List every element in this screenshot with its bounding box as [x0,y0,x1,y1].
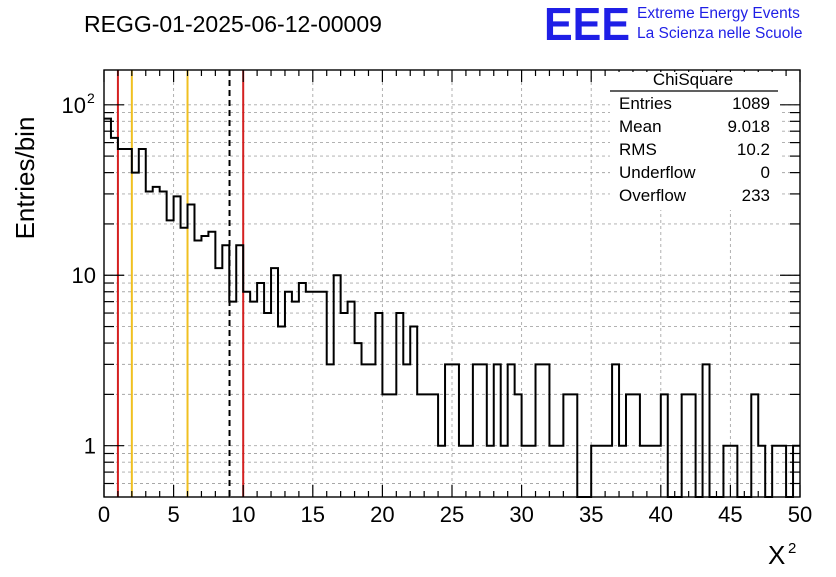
stats-box: ChiSquare Entries 1089 Mean 9.018 RMS 10.2 Und… [610,70,780,210]
stats-row: Mean 9.018 [619,117,770,136]
x-tick-label: 0 [98,502,110,527]
chart-title: REGG-01-2025-06-12-00009 [84,11,382,37]
stats-row: Underflow 0 [619,163,770,182]
reference-lines [116,70,245,497]
x-tick-label: 10 [231,502,255,527]
eee-logo: EEE [544,0,630,50]
y-tick-label: 10 [72,263,96,288]
stats-row-label: Overflow [619,186,687,205]
x-tick-label: 40 [649,502,673,527]
x-axis-title-superscript: 2 [788,540,796,557]
x-tick-label: 35 [579,502,603,527]
stats-row-value: 233 [742,186,770,205]
stats-row: RMS 10.2 [619,140,770,159]
stats-row-label: Underflow [619,163,696,182]
x-tick-label: 20 [370,502,394,527]
stats-row: Overflow 233 [619,186,770,205]
stats-row-value: 9.018 [727,117,770,136]
stats-title: ChiSquare [653,70,733,89]
x-tick-label: 5 [167,502,179,527]
histogram-step-line [104,117,800,498]
stats-row-label: Entries [619,94,672,113]
stats-row: Entries 1089 [619,94,770,113]
x-tick-label: 25 [440,502,464,527]
y-axis-title: Entries/bin [10,117,40,240]
stats-row-value: 1089 [732,94,770,113]
x-axis-title: X [768,540,785,570]
y-tick-label: 1 [84,434,96,459]
y-tick-label-exponent: 2 [87,90,95,106]
y-tick-label: 10 [62,93,86,118]
logo-subtitle-2: La Scienza nelle Scuole [637,25,802,42]
stats-row-label: RMS [619,140,657,159]
x-tick-label: 15 [301,502,325,527]
grid [104,70,800,497]
stats-row-label: Mean [619,117,662,136]
x-tick-label: 50 [788,502,812,527]
stats-row-value: 10.2 [737,140,770,159]
histogram [104,117,800,498]
x-tick-label: 45 [718,502,742,527]
logo-subtitle-1: Extreme Energy Events [637,5,800,22]
x-tick-label: 30 [509,502,533,527]
stats-row-value: 0 [761,163,770,182]
